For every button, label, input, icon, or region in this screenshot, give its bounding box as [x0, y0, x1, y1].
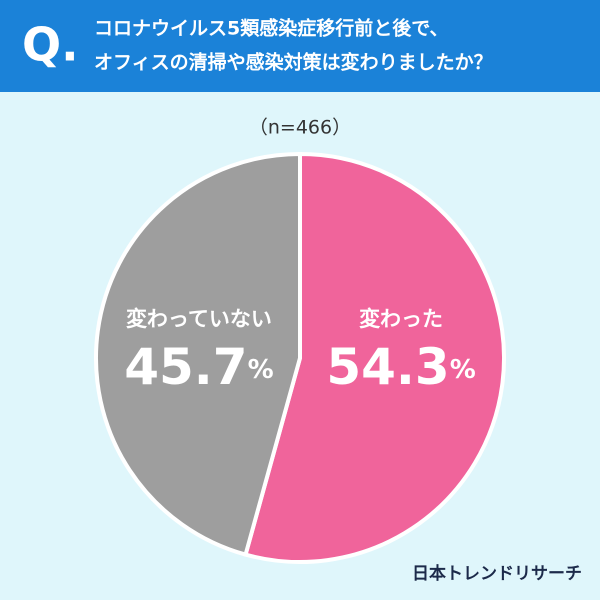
question-marker: Q.	[22, 18, 79, 72]
slice-label: 変わった	[359, 307, 443, 331]
subtitle: （n=466）	[249, 117, 351, 139]
chart-title: オフィスの清掃や感染対策は変わりましたか？	[94, 51, 493, 74]
slice-label: 変わっていない	[126, 307, 272, 331]
pie-slice	[243, 151, 506, 564]
source: 日本トレンドリサーチ	[412, 563, 582, 584]
header-band	[0, 0, 600, 92]
value-label: 45.7%	[124, 338, 273, 396]
pie-slice	[94, 151, 302, 558]
value-label: 54.3%	[326, 338, 475, 396]
chart-title: コロナウイルス5類感染症移行前と後で、	[94, 17, 448, 40]
